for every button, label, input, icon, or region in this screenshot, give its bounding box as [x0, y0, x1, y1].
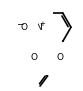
- Text: S: S: [43, 52, 50, 62]
- Text: O: O: [21, 23, 28, 32]
- Text: O: O: [56, 53, 63, 62]
- Text: −: −: [16, 19, 23, 28]
- Text: O: O: [30, 53, 37, 62]
- Text: +: +: [40, 21, 45, 27]
- Text: N: N: [35, 23, 42, 32]
